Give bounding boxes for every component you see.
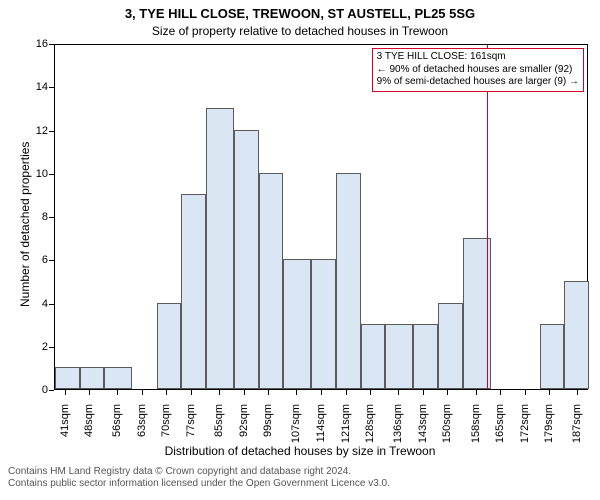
- histogram-bar: [157, 303, 182, 390]
- x-tick-label: 114sqm: [315, 404, 327, 454]
- x-tick-label: 172sqm: [519, 404, 531, 454]
- x-tick-mark: [476, 390, 477, 395]
- x-tick-mark: [398, 390, 399, 395]
- y-tick-label: 6: [26, 254, 48, 266]
- y-tick-mark: [49, 304, 54, 305]
- x-tick-mark: [447, 390, 448, 395]
- y-tick-mark: [49, 347, 54, 348]
- y-tick-mark: [49, 131, 54, 132]
- y-tick-mark: [49, 174, 54, 175]
- x-tick-mark: [268, 390, 269, 395]
- x-tick-label: 63sqm: [136, 404, 148, 454]
- histogram-bar: [564, 281, 589, 389]
- footer-line: Contains HM Land Registry data © Crown c…: [8, 466, 390, 478]
- footer-line: Contains public sector information licen…: [8, 478, 390, 490]
- histogram-bar: [55, 367, 80, 389]
- histogram-bar: [259, 173, 284, 389]
- x-tick-mark: [219, 390, 220, 395]
- x-tick-mark: [117, 390, 118, 395]
- histogram-bar: [438, 303, 463, 390]
- reference-line: [487, 45, 488, 389]
- x-tick-mark: [244, 390, 245, 395]
- x-tick-label: 165sqm: [494, 404, 506, 454]
- y-tick-label: 2: [26, 341, 48, 353]
- annotation-line: 9% of semi-detached houses are larger (9…: [377, 76, 579, 89]
- x-tick-label: 136sqm: [392, 404, 404, 454]
- y-tick-label: 12: [26, 125, 48, 137]
- annotation-line: 3 TYE HILL CLOSE: 161sqm: [377, 51, 579, 64]
- x-tick-mark: [500, 390, 501, 395]
- y-tick-label: 0: [26, 384, 48, 396]
- x-tick-mark: [296, 390, 297, 395]
- x-tick-label: 128sqm: [364, 404, 376, 454]
- chart-title: 3, TYE HILL CLOSE, TREWOON, ST AUSTELL, …: [0, 6, 600, 21]
- x-tick-mark: [549, 390, 550, 395]
- x-tick-mark: [346, 390, 347, 395]
- y-tick-label: 4: [26, 298, 48, 310]
- chart-subtitle: Size of property relative to detached ho…: [0, 24, 600, 38]
- histogram-bar: [206, 108, 234, 389]
- x-tick-label: 150sqm: [441, 404, 453, 454]
- annotation-box: 3 TYE HILL CLOSE: 161sqm← 90% of detache…: [372, 48, 584, 92]
- histogram-bar: [361, 324, 386, 389]
- x-tick-label: 48sqm: [83, 404, 95, 454]
- y-tick-mark: [49, 44, 54, 45]
- footer-text: Contains HM Land Registry data © Crown c…: [8, 466, 390, 490]
- x-tick-label: 107sqm: [290, 404, 302, 454]
- x-tick-mark: [423, 390, 424, 395]
- x-tick-label: 143sqm: [417, 404, 429, 454]
- annotation-line: ← 90% of detached houses are smaller (92…: [377, 64, 579, 77]
- histogram-bar: [234, 130, 259, 390]
- x-tick-label: 158sqm: [470, 404, 482, 454]
- x-tick-mark: [142, 390, 143, 395]
- x-tick-mark: [321, 390, 322, 395]
- x-tick-label: 56sqm: [111, 404, 123, 454]
- x-tick-label: 179sqm: [543, 404, 555, 454]
- y-tick-mark: [49, 87, 54, 88]
- y-tick-mark: [49, 260, 54, 261]
- y-tick-label: 14: [26, 81, 48, 93]
- y-tick-label: 16: [26, 38, 48, 50]
- histogram-bar: [540, 324, 565, 389]
- x-tick-mark: [191, 390, 192, 395]
- x-tick-label: 41sqm: [59, 404, 71, 454]
- x-tick-label: 85sqm: [213, 404, 225, 454]
- x-tick-mark: [89, 390, 90, 395]
- x-tick-label: 121sqm: [340, 404, 352, 454]
- histogram-bar: [311, 259, 336, 389]
- histogram-bar: [181, 194, 206, 389]
- x-tick-mark: [370, 390, 371, 395]
- x-tick-label: 92sqm: [238, 404, 250, 454]
- x-tick-mark: [577, 390, 578, 395]
- x-tick-label: 77sqm: [185, 404, 197, 454]
- x-tick-mark: [65, 390, 66, 395]
- y-tick-label: 8: [26, 211, 48, 223]
- x-tick-label: 99sqm: [262, 404, 274, 454]
- x-tick-mark: [525, 390, 526, 395]
- histogram-bar: [336, 173, 361, 389]
- x-tick-label: 187sqm: [571, 404, 583, 454]
- y-tick-mark: [49, 217, 54, 218]
- histogram-bar: [385, 324, 413, 389]
- x-tick-label: 70sqm: [160, 404, 172, 454]
- y-tick-label: 10: [26, 168, 48, 180]
- plot-area: [54, 44, 588, 390]
- y-tick-mark: [49, 390, 54, 391]
- histogram-bar: [104, 367, 132, 389]
- histogram-bar: [413, 324, 438, 389]
- histogram-bar: [80, 367, 105, 389]
- x-tick-mark: [166, 390, 167, 395]
- y-axis-label: Number of detached properties: [18, 142, 32, 307]
- histogram-bar: [283, 259, 311, 389]
